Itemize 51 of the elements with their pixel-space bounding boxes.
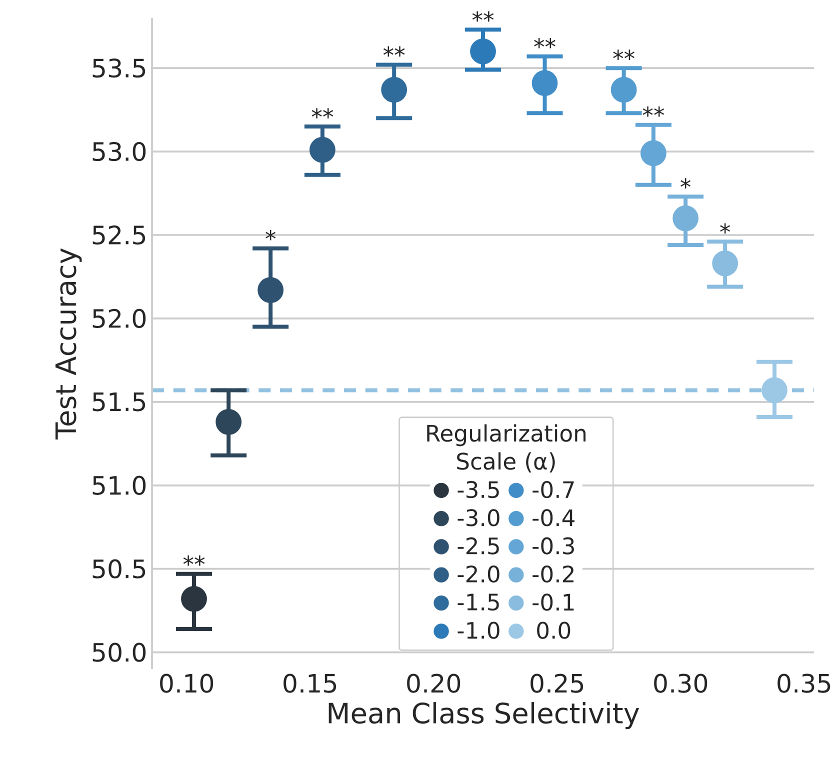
annotation: * [680,178,691,189]
legend-label: -0.7 [532,481,574,498]
point [672,205,698,232]
point [470,38,496,64]
annotation: ** [534,38,556,48]
point [712,250,738,276]
legend-label: -0.2 [532,565,574,583]
y-tick-label: 51.0 [92,476,146,495]
y-tick-label: 53.0 [92,142,146,162]
y-tick-label: 52.5 [92,225,146,245]
annotation: * [266,230,276,240]
legend-label: -0.1 [532,594,574,611]
legend-title: Regularization Scale (α) [427,424,586,472]
y-tick-label: 50.5 [92,559,146,578]
annotation: ** [183,555,205,566]
y-tick-label: 52.0 [92,308,146,328]
y-tick-label: 51.5 [92,392,146,412]
legend-label: 0.0 [537,622,570,639]
annotation: ** [472,11,494,22]
legend-label: -1.5 [458,594,499,611]
y-tick-label: 53.5 [92,58,146,78]
y-axis-title: Test Accuracy [56,248,82,440]
x-tick-label: 0.10 [160,674,214,693]
point [381,76,408,103]
x-axis-title: Mean Class Selectivity [328,702,640,730]
point [762,377,788,404]
point [310,136,336,163]
point [258,277,284,304]
point [532,70,558,96]
x-tick-label: 0.25 [530,674,584,693]
annotation: ** [383,46,405,57]
annotation: ** [312,108,334,118]
legend-label: -3.5 [458,481,499,498]
point [610,76,637,103]
legend-label: -2.5 [458,537,499,554]
x-tick-label: 0.35 [778,674,830,693]
x-tick-label: 0.15 [284,674,336,693]
point [181,586,207,612]
legend-label: -0.3 [532,537,574,554]
x-tick-label: 0.20 [407,674,460,693]
annotation: ** [642,106,664,117]
legend-label: -2.0 [458,565,500,583]
x-tick-label: 0.30 [654,674,708,693]
legend-label: -1.0 [458,622,500,639]
annotation: * [720,223,730,234]
point [640,140,666,166]
legend-label: -3.0 [458,509,500,526]
y-tick-label: 50.0 [92,642,146,662]
legend-label: -0.4 [532,509,574,526]
annotation: ** [613,50,634,60]
point [216,409,242,435]
